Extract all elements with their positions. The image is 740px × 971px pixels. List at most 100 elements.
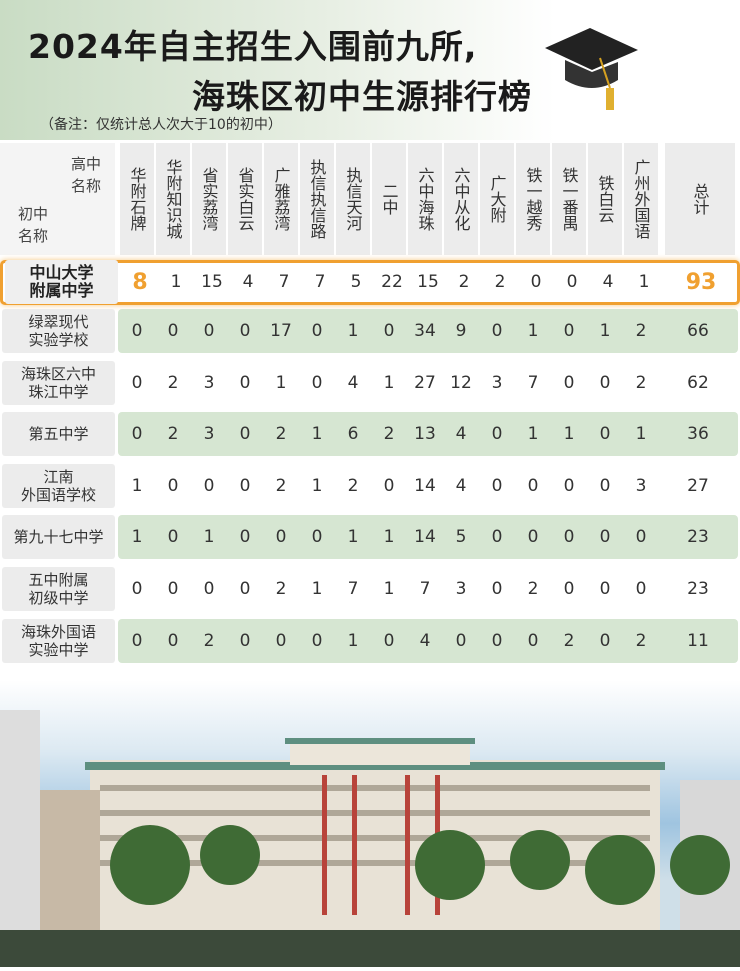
table-cell: 1 [383, 579, 395, 599]
table-cell: 0 [527, 630, 539, 651]
total-cell: 66 [687, 321, 709, 341]
table-cell: 7 [314, 272, 326, 292]
column-header-label: 省实白云 [235, 167, 255, 231]
table-row: 海珠外国语 实验中学 0 0 2 0 0 0 1 0 4 0 0 0 2 0 2 11 [0, 618, 740, 663]
column-header: 二中 [372, 143, 406, 255]
table-cell: 2 [494, 272, 506, 292]
table-cell: 0 [491, 321, 503, 341]
total-cell: 36 [687, 424, 709, 445]
table-cell: 34 [414, 321, 436, 341]
table-cell: 4 [455, 475, 467, 496]
column-header: 铁一番禺 [552, 143, 586, 255]
table-cell: 0 [563, 475, 575, 496]
table-cell: 0 [599, 424, 611, 445]
note: （备注：仅统计总人次大于10的初中） [40, 117, 282, 133]
column-header-label: 省实荔湾 [199, 167, 219, 231]
column-header-label: 广雅荔湾 [271, 167, 291, 231]
table-cell: 0 [383, 321, 395, 341]
table-cell: 13 [414, 424, 436, 445]
table-cell: 5 [350, 272, 362, 292]
table-cell: 0 [383, 630, 395, 651]
table-cell: 1 [170, 272, 182, 292]
table-cell: 0 [563, 579, 575, 599]
column-header-label: 广大附 [487, 175, 507, 223]
column-header-label: 华附石牌 [127, 167, 147, 231]
table-cell: 2 [527, 579, 539, 599]
row-band [118, 618, 738, 663]
table-cell: 0 [275, 527, 287, 548]
column-header-label: 执信天河 [343, 167, 363, 231]
table-cell: 0 [203, 475, 215, 496]
row-school-name: 五中附属 初级中学 [2, 567, 115, 611]
row-school-name: 江南 外国语学校 [2, 463, 115, 508]
table-cell: 0 [491, 630, 503, 651]
column-header: 总计 [665, 143, 735, 255]
table-cell: 0 [167, 527, 179, 548]
table-cell: 0 [239, 579, 251, 599]
column-header-label: 铁白云 [595, 175, 615, 223]
table-cell: 0 [167, 630, 179, 651]
column-header: 执信天河 [336, 143, 370, 255]
table-row-highlighted: 中山大学 附属中学 8 1 15 4 7 7 5 22 15 2 2 0 0 4 1 93 [0, 260, 740, 305]
table-row: 五中附属 初级中学 0 0 0 0 2 1 7 1 7 3 0 2 0 0 0 23 [0, 567, 740, 611]
school-building-photo [0, 680, 740, 967]
graduation-cap-icon [545, 28, 638, 110]
table-cell: 0 [599, 579, 611, 599]
table-cell: 14 [414, 527, 436, 548]
row-school-name: 海珠区六中 珠江中学 [2, 360, 115, 405]
table-cell: 1 [383, 527, 395, 548]
table-cell: 2 [383, 424, 395, 445]
table-cell: 1 [563, 424, 575, 445]
table-cell: 0 [635, 579, 647, 599]
table-cell: 0 [239, 527, 251, 548]
table-cell: 0 [131, 424, 143, 445]
row-school-name: 绿翠现代 实验学校 [2, 309, 115, 353]
table-cell: 3 [491, 372, 503, 393]
table-cell: 2 [167, 372, 179, 393]
row-school-name: 海珠外国语 实验中学 [2, 618, 115, 663]
table-cell: 0 [599, 527, 611, 548]
table-cell: 0 [599, 372, 611, 393]
total-cell: 11 [687, 630, 709, 651]
table-cell: 0 [239, 630, 251, 651]
table-cell: 7 [527, 372, 539, 393]
column-header-label: 执信执信路 [307, 159, 327, 239]
column-header: 省实荔湾 [192, 143, 226, 255]
table-cell: 1 [311, 579, 323, 599]
table-cell: 0 [311, 321, 323, 341]
table-cell: 0 [566, 272, 578, 292]
column-header-label: 总计 [690, 183, 710, 215]
column-header: 铁一越秀 [516, 143, 550, 255]
table-cell: 2 [275, 579, 287, 599]
column-header-label: 铁一越秀 [523, 167, 543, 231]
total-cell: 23 [687, 579, 709, 599]
column-header-label: 二中 [379, 183, 399, 215]
table-cell: 0 [491, 527, 503, 548]
table-cell: 0 [491, 475, 503, 496]
table-cell: 4 [242, 272, 254, 292]
title-line-1: 2024年自主招生入围前九所, [28, 27, 478, 66]
table-cell: 0 [239, 321, 251, 341]
table-cell: 3 [635, 475, 647, 496]
table-cell: 0 [491, 424, 503, 445]
table-cell: 0 [167, 475, 179, 496]
table-cell: 2 [347, 475, 359, 496]
corner-high-school-label: 高中 名称 [70, 155, 101, 195]
table-cell: 3 [203, 372, 215, 393]
table-cell: 3 [203, 424, 215, 445]
column-header: 六中海珠 [408, 143, 442, 255]
total-cell: 23 [687, 527, 709, 548]
table-cell: 0 [527, 527, 539, 548]
table-cell: 4 [455, 424, 467, 445]
table-row: 绿翠现代 实验学校 0 0 0 0 17 0 1 0 34 9 0 1 0 1 2 66 [0, 309, 740, 353]
table-cell: 8 [132, 269, 148, 295]
table-cell: 0 [599, 475, 611, 496]
table-cell: 2 [563, 630, 575, 651]
table-cell: 0 [527, 475, 539, 496]
table-cell: 1 [635, 424, 647, 445]
table-cell: 0 [239, 372, 251, 393]
table-cell: 0 [599, 630, 611, 651]
table-cell: 0 [167, 321, 179, 341]
table-cell: 27 [414, 372, 436, 393]
table-cell: 0 [635, 527, 647, 548]
